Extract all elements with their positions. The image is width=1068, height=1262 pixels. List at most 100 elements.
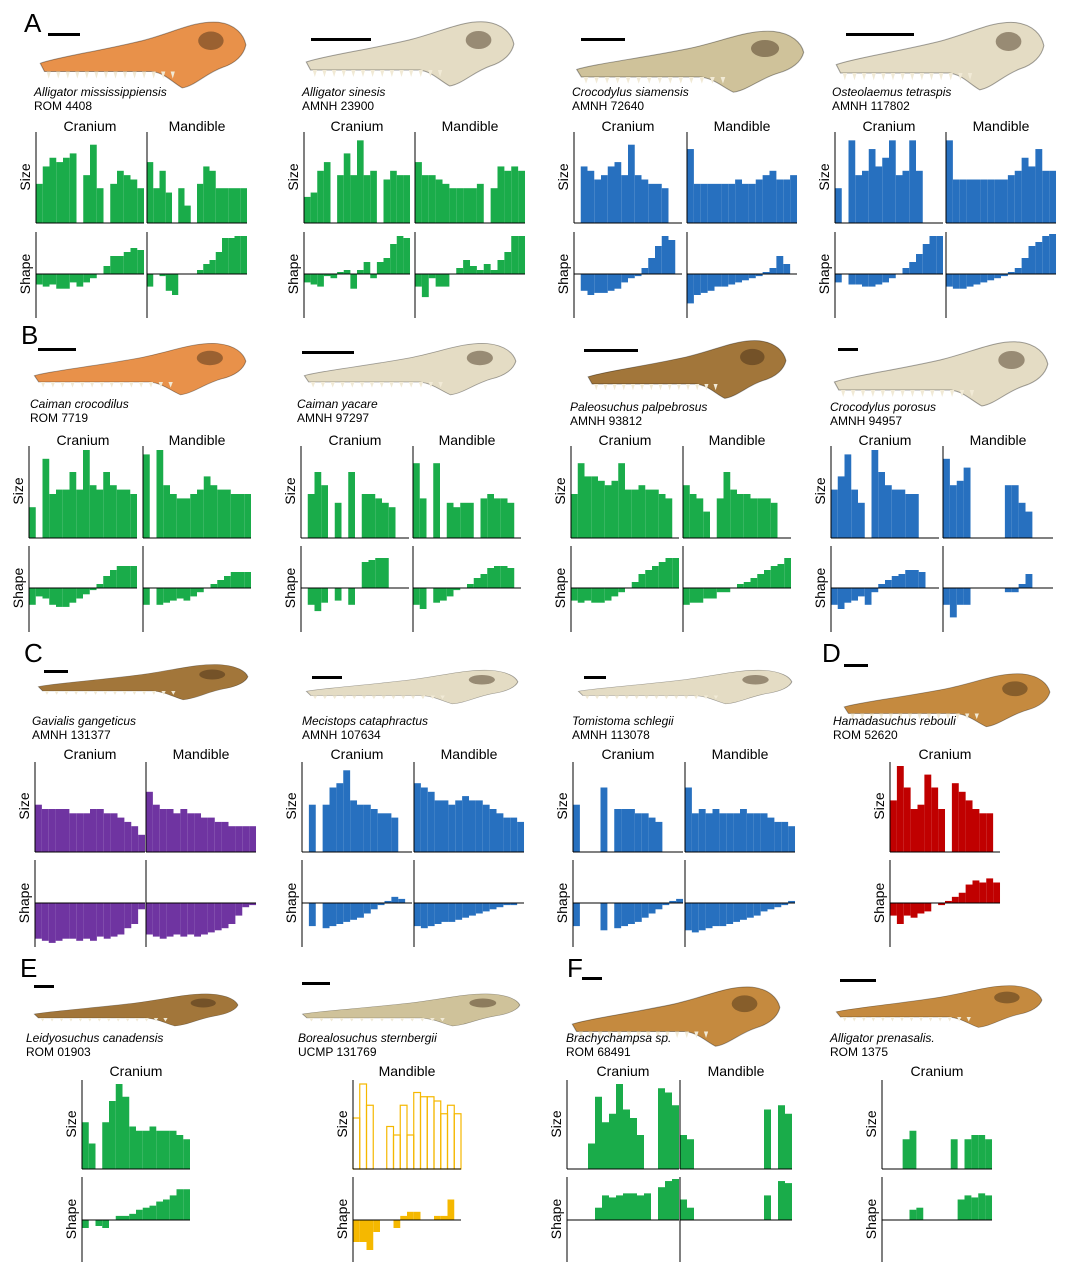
shape-bar	[62, 903, 70, 939]
shape-bar	[398, 898, 406, 903]
size-bar	[156, 450, 164, 538]
size-bar	[222, 188, 229, 223]
bar-panel	[352, 1080, 462, 1262]
size-bar	[858, 502, 865, 538]
shape-bar	[648, 903, 656, 914]
size-bar	[707, 183, 715, 223]
size-bar	[142, 1130, 150, 1169]
size-bar	[778, 1105, 785, 1169]
size-bar	[383, 179, 391, 223]
shape-bar	[156, 1201, 163, 1220]
column-header: Cranium	[56, 432, 110, 448]
shape-bar	[1007, 272, 1015, 274]
size-bar	[215, 188, 222, 223]
column-header: Mandible	[168, 432, 226, 448]
size-bar	[469, 800, 476, 852]
size-bar	[336, 783, 344, 852]
shape-bar	[641, 268, 649, 274]
shape-bar	[769, 268, 777, 274]
size-bar	[1035, 149, 1043, 223]
species-name: Mecistops cataphractus	[302, 714, 429, 728]
bar-panel	[945, 132, 1057, 318]
shape-bar	[102, 1220, 109, 1228]
size-bar	[769, 170, 777, 223]
size-bar	[110, 813, 118, 852]
size-bar	[831, 489, 838, 538]
shape-bar	[42, 588, 50, 599]
row-label-size: Size	[816, 162, 832, 191]
size-bar	[986, 813, 994, 852]
column-header: Cranium	[910, 1063, 964, 1079]
size-bar	[334, 502, 342, 538]
shape-bar	[890, 903, 897, 916]
shape-bar	[130, 248, 138, 274]
shape-bar	[76, 903, 84, 941]
size-bar	[862, 170, 869, 223]
shape-bar	[638, 574, 646, 588]
size-bar	[350, 800, 358, 852]
shape-bar	[190, 588, 197, 597]
size-bar	[194, 813, 202, 852]
shape-bar	[149, 1205, 157, 1220]
size-bar	[712, 809, 720, 852]
column-header: Cranium	[858, 432, 912, 448]
size-bar	[588, 1143, 595, 1169]
size-bar	[994, 179, 1002, 223]
shape-bar	[173, 903, 181, 935]
size-bar	[337, 175, 344, 223]
shape-bar	[687, 1207, 694, 1220]
size-bar	[625, 489, 632, 538]
size-bar	[314, 472, 322, 538]
shape-bar	[143, 588, 150, 605]
size-bar	[406, 1134, 415, 1170]
size-bar	[183, 1139, 190, 1169]
shape-bar	[965, 884, 973, 903]
shape-bar	[993, 882, 1001, 903]
column-header: Mandible	[969, 432, 1027, 448]
size-bar	[611, 480, 619, 538]
shape-bar	[922, 244, 930, 274]
shape-bar	[742, 274, 749, 281]
shape-bar	[1018, 584, 1026, 588]
skull-image	[33, 343, 247, 396]
size-bar	[637, 1135, 644, 1169]
size-bar	[691, 813, 699, 852]
shape-bar	[972, 880, 980, 903]
size-bar	[102, 1122, 109, 1169]
size-bar	[895, 175, 903, 223]
column-header: Mandible	[441, 118, 499, 134]
shape-bar	[447, 1199, 455, 1220]
shape-bar	[764, 570, 771, 588]
size-bar	[1014, 170, 1022, 223]
size-bar	[580, 166, 588, 223]
shape-bar	[601, 274, 608, 293]
size-bar	[661, 188, 669, 223]
size-bar	[871, 450, 879, 538]
size-bar	[490, 188, 498, 223]
size-bar	[138, 834, 146, 852]
shape-bar	[594, 274, 601, 293]
shape-bar	[323, 274, 331, 277]
size-bar	[748, 183, 756, 223]
shape-bar	[978, 1193, 986, 1220]
shape-bar	[322, 903, 330, 929]
shape-bar	[482, 903, 490, 912]
bar-panel	[572, 762, 684, 947]
shape-bar	[909, 1209, 917, 1220]
shape-bar	[616, 1195, 623, 1220]
size-bar	[1018, 502, 1026, 538]
size-bar	[909, 140, 916, 223]
size-bar	[368, 494, 376, 538]
bar-panel	[682, 446, 791, 632]
shape-bar	[757, 574, 764, 588]
shape-bar	[644, 1193, 651, 1220]
size-bar	[511, 166, 519, 223]
size-bar	[966, 179, 974, 223]
size-bar	[743, 494, 751, 538]
bar-panel	[81, 1080, 190, 1262]
row-label-size: Size	[552, 477, 568, 505]
size-bar	[1007, 175, 1015, 223]
specimen-number: AMNH 23900	[302, 99, 375, 113]
shape-bar	[169, 1195, 177, 1220]
shape-bar	[242, 903, 250, 908]
